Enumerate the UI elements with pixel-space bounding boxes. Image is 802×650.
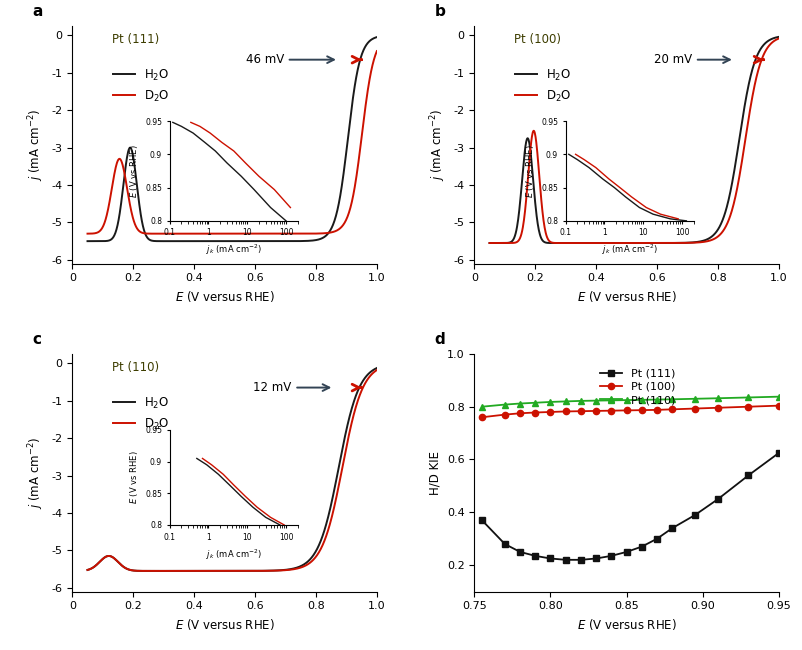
Pt (111) [621, 548, 630, 556]
Pt (110) [743, 393, 752, 401]
Text: 12 mV: 12 mV [253, 381, 329, 394]
Pt (110) [590, 396, 600, 404]
Text: c: c [33, 332, 42, 346]
Pt (100) [712, 404, 722, 411]
Pt (100) [743, 403, 752, 411]
Pt (111) [545, 554, 555, 562]
Pt (110) [651, 396, 661, 404]
Y-axis label: $j$ (mA cm$^{-2}$): $j$ (mA cm$^{-2}$) [26, 109, 46, 181]
Line: Pt (100): Pt (100) [478, 402, 781, 421]
Y-axis label: H/D KIE: H/D KIE [427, 450, 441, 495]
Pt (100) [690, 405, 699, 413]
X-axis label: $E$ (V versus RHE): $E$ (V versus RHE) [576, 617, 676, 632]
Pt (100) [590, 407, 600, 415]
Legend: H$_2$O, D$_2$O: H$_2$O, D$_2$O [108, 63, 174, 109]
Text: d: d [434, 332, 445, 346]
X-axis label: $E$ (V versus RHE): $E$ (V versus RHE) [174, 289, 274, 304]
Legend: Pt (111), Pt (100), Pt (110): Pt (111), Pt (100), Pt (110) [595, 364, 679, 410]
Text: a: a [33, 4, 43, 19]
Pt (110) [560, 398, 569, 406]
Pt (110) [575, 397, 585, 405]
Pt (110) [712, 395, 722, 402]
Pt (111) [590, 554, 600, 562]
Pt (100) [500, 411, 509, 419]
Pt (111) [690, 511, 699, 519]
Pt (111) [636, 543, 646, 551]
Pt (111) [476, 516, 486, 524]
Pt (110) [773, 393, 783, 400]
Pt (100) [530, 409, 540, 417]
Text: Pt (111): Pt (111) [111, 33, 159, 46]
Pt (111) [651, 535, 661, 543]
Text: 46 mV: 46 mV [245, 53, 334, 66]
Y-axis label: $j$ (mA cm$^{-2}$): $j$ (mA cm$^{-2}$) [427, 109, 448, 181]
Pt (111) [666, 525, 676, 532]
Legend: H$_2$O, D$_2$O: H$_2$O, D$_2$O [108, 391, 174, 436]
Legend: H$_2$O, D$_2$O: H$_2$O, D$_2$O [510, 63, 576, 109]
Pt (111) [575, 556, 585, 564]
Pt (110) [690, 395, 699, 403]
Pt (111) [515, 548, 525, 556]
Line: Pt (110): Pt (110) [478, 393, 781, 410]
Pt (110) [530, 399, 540, 407]
Pt (111) [743, 471, 752, 479]
Pt (110) [515, 400, 525, 408]
Pt (111) [530, 552, 540, 560]
X-axis label: $E$ (V versus RHE): $E$ (V versus RHE) [576, 289, 676, 304]
Pt (110) [476, 403, 486, 411]
Pt (100) [575, 408, 585, 415]
Text: Pt (100): Pt (100) [513, 33, 561, 46]
X-axis label: $E$ (V versus RHE): $E$ (V versus RHE) [174, 617, 274, 632]
Y-axis label: $j$ (mA cm$^{-2}$): $j$ (mA cm$^{-2}$) [26, 437, 46, 509]
Pt (100) [636, 406, 646, 414]
Pt (100) [545, 408, 555, 416]
Pt (100) [651, 406, 661, 414]
Pt (100) [666, 406, 676, 413]
Pt (100) [560, 408, 569, 415]
Pt (110) [621, 396, 630, 404]
Pt (100) [621, 406, 630, 414]
Pt (110) [606, 396, 615, 404]
Text: 20 mV: 20 mV [653, 53, 729, 66]
Pt (110) [545, 398, 555, 406]
Text: b: b [434, 4, 445, 19]
Pt (110) [500, 400, 509, 408]
Text: Pt (110): Pt (110) [111, 361, 159, 374]
Pt (100) [606, 407, 615, 415]
Pt (111) [560, 556, 569, 564]
Pt (110) [666, 395, 676, 403]
Pt (100) [515, 410, 525, 417]
Pt (111) [606, 552, 615, 560]
Pt (100) [476, 413, 486, 421]
Pt (100) [773, 402, 783, 410]
Pt (111) [500, 540, 509, 548]
Pt (111) [712, 495, 722, 503]
Pt (110) [636, 396, 646, 404]
Line: Pt (111): Pt (111) [478, 450, 781, 563]
Pt (111) [773, 449, 783, 457]
